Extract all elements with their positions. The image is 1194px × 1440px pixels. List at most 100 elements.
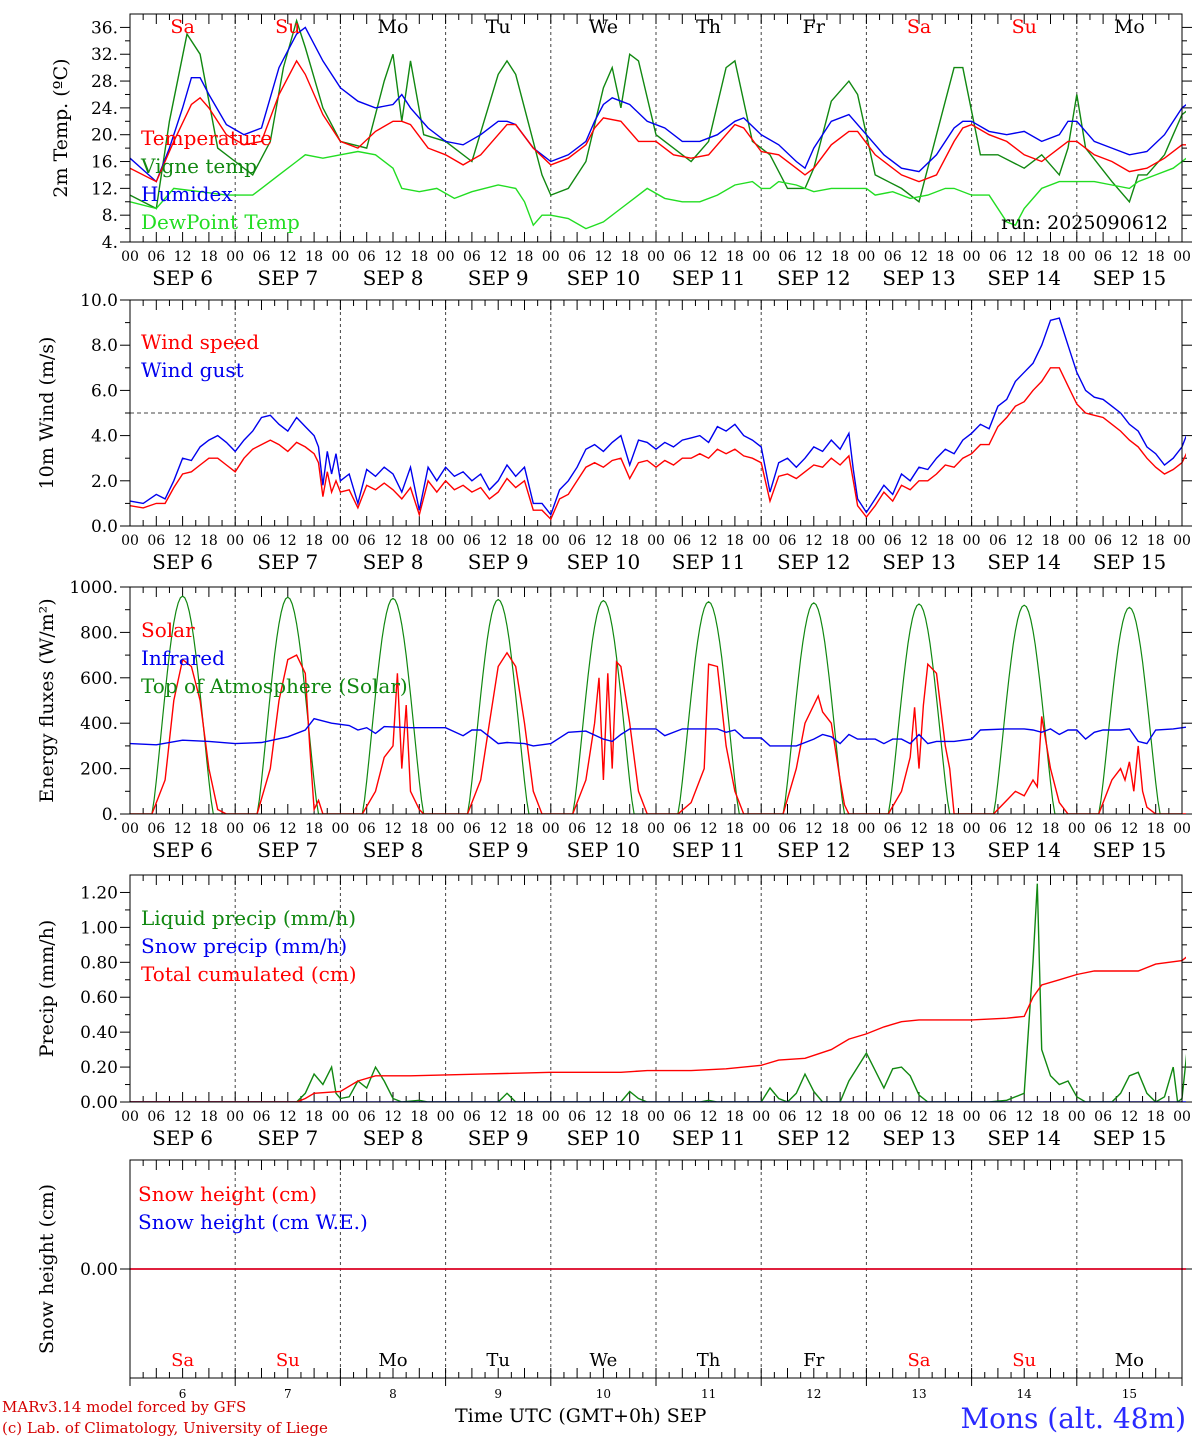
date-label: SEP 6: [152, 838, 213, 862]
hour-tick-label: 06: [147, 533, 165, 549]
y-tick-label: 0.: [102, 805, 118, 825]
hour-tick-label: 18: [621, 1109, 639, 1125]
day-number-label: 12: [806, 1387, 821, 1401]
y-tick-label: 20.: [91, 126, 118, 146]
date-label: SEP 10: [567, 550, 641, 574]
date-label: SEP 10: [567, 838, 641, 862]
y-tick-label: 8.0: [91, 336, 118, 356]
hour-tick-label: 12: [174, 533, 192, 549]
hour-tick-label: 00: [542, 1109, 560, 1125]
hour-tick-label: 00: [1173, 821, 1191, 837]
hour-tick-label: 12: [384, 533, 402, 549]
hour-tick-label: 06: [779, 821, 797, 837]
hour-tick-label: 18: [726, 249, 744, 265]
hour-tick-label: 18: [1147, 533, 1165, 549]
series-group: [130, 18, 1186, 230]
hour-tick-label: 18: [410, 821, 428, 837]
day-of-week-label: Th: [696, 16, 721, 38]
hour-tick-label: 12: [805, 533, 823, 549]
hour-tick-label: 00: [1068, 1109, 1086, 1125]
y-tick-label: 0.40: [80, 1023, 118, 1043]
date-label: SEP 11: [672, 550, 746, 574]
date-label: SEP 11: [672, 838, 746, 862]
hour-tick-label: 06: [779, 533, 797, 549]
date-label: SEP 9: [468, 1126, 529, 1150]
hour-tick-label: 18: [200, 1109, 218, 1125]
y-tick-label: 1.20: [80, 883, 118, 903]
legend-item: Liquid precip (mm/h): [141, 906, 356, 930]
y-tick-label: 600.: [80, 669, 118, 689]
hour-tick-label: 00: [647, 821, 665, 837]
hour-tick-label: 06: [147, 249, 165, 265]
series-dewpoint-temp: [130, 150, 1186, 230]
day-of-week-label: Sa: [907, 16, 931, 38]
hour-tick-label: 00: [331, 533, 349, 549]
hour-tick-label: 06: [358, 533, 376, 549]
hour-tick-label: 00: [647, 1109, 665, 1125]
hour-tick-label: 06: [463, 533, 481, 549]
date-label: SEP 7: [257, 550, 318, 574]
copyright-credit: (c) Lab. of Climatology, University of L…: [2, 1419, 328, 1437]
legend-item: Snow height (cm): [138, 1182, 317, 1206]
time-axis-month: SEP: [666, 1405, 707, 1427]
hour-tick-label: 18: [621, 249, 639, 265]
panel-snow: 0.00 Snow height (cm) Snow height (cm) Snow…: [36, 1159, 1192, 1401]
hour-tick-label: 18: [726, 1109, 744, 1125]
hour-tick-label: 18: [936, 1109, 954, 1125]
day-of-week-label: Sa: [170, 16, 194, 38]
day-of-week-label: Su: [1012, 16, 1037, 38]
hour-tick-label: 00: [1173, 1109, 1191, 1125]
y-axis-title: Precip (mm/h): [36, 920, 58, 1058]
hour-tick-label: 18: [410, 533, 428, 549]
hour-tick-label: 06: [884, 249, 902, 265]
hour-tick-label: 00: [647, 533, 665, 549]
hour-tick-label: 06: [568, 1109, 586, 1125]
y-axis-title: 2m Temp. (ºC): [50, 58, 72, 197]
hour-tick-label: 00: [752, 1109, 770, 1125]
hour-tick-label: 18: [621, 821, 639, 837]
legend-item: Wind speed: [141, 330, 259, 354]
y-tick-label: 16.: [91, 153, 118, 173]
panel-frame: [129, 874, 1183, 1103]
hour-tick-label: 18: [516, 821, 534, 837]
date-label: SEP 8: [363, 550, 424, 574]
legend-item: Humidex: [141, 182, 233, 206]
day-name-label: Sa: [907, 1350, 930, 1371]
y-tick-label: 24.: [91, 99, 118, 119]
date-label: SEP 12: [777, 550, 851, 574]
date-label: SEP 10: [567, 1126, 641, 1150]
day-of-week-label: Mo: [1114, 16, 1145, 38]
hour-tick-label: 12: [279, 1109, 297, 1125]
hour-tick-label: 06: [673, 533, 691, 549]
legend-item: Snow height (cm W.E.): [138, 1210, 368, 1234]
legend-item: DewPoint Temp: [141, 210, 300, 234]
y-tick-label: 8.: [102, 206, 118, 226]
day-name-label: Mo: [378, 1350, 407, 1371]
hour-tick-label: 06: [358, 821, 376, 837]
date-label: SEP 15: [1093, 266, 1167, 290]
date-label: SEP 9: [468, 838, 529, 862]
hour-tick-label: 18: [305, 249, 323, 265]
day-name-label: We: [590, 1350, 618, 1371]
hour-tick-label: 06: [989, 533, 1007, 549]
panel-wind: 0.0 2.0 4.0 6.0 8.0 10.0 10m Wind (m/s) Wind sp…: [36, 291, 1192, 574]
panel-frame: [129, 299, 1183, 527]
y-axis-title: Snow height (cm): [36, 1184, 58, 1354]
hour-tick-label: 06: [1094, 821, 1112, 837]
hour-tick-label: 00: [857, 821, 875, 837]
hour-tick-label: 00: [963, 249, 981, 265]
hour-tick-label: 18: [200, 821, 218, 837]
hour-tick-label: 00: [542, 821, 560, 837]
y-tick-label: 6.0: [91, 381, 118, 401]
hour-tick-label: 06: [253, 1109, 271, 1125]
hour-tick-label: 00: [331, 821, 349, 837]
hour-tick-label: 00: [226, 821, 244, 837]
y-axis-title: 10m Wind (m/s): [36, 337, 58, 490]
hour-tick-label: 06: [253, 533, 271, 549]
day-of-week-label: We: [589, 16, 618, 38]
legend-item: Vigne temp: [140, 154, 257, 178]
hour-tick-label: 06: [1094, 533, 1112, 549]
hour-tick-label: 12: [384, 821, 402, 837]
hour-tick-label: 18: [1147, 249, 1165, 265]
day-name-label: Th: [697, 1350, 721, 1371]
